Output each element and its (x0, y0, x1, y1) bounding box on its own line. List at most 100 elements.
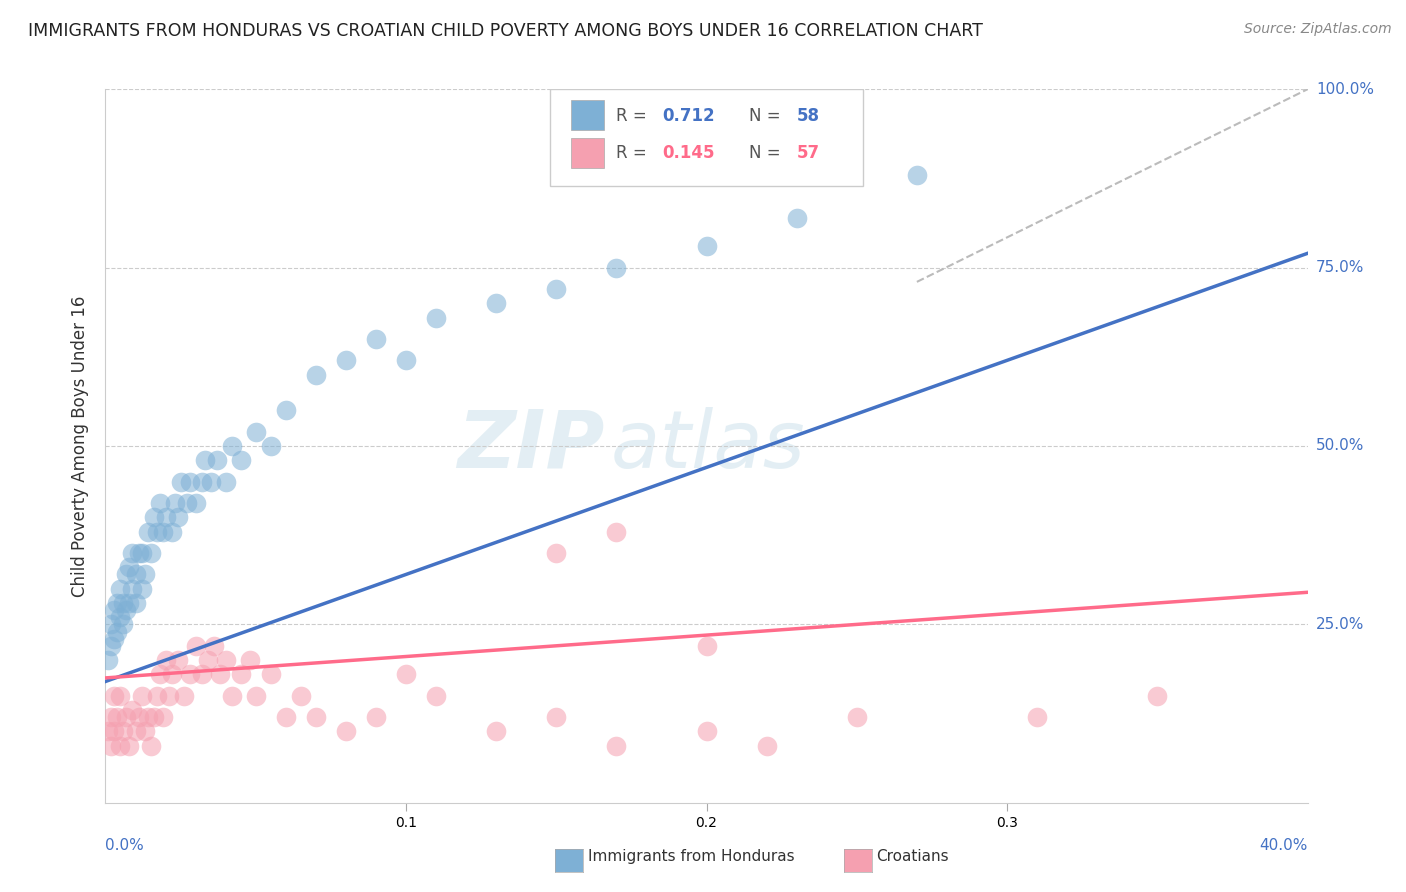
Point (145, 524, 167, 539)
Point (845, 710, 868, 724)
Point (166, 653, 188, 667)
Point (696, 724, 718, 739)
Text: 40.0%: 40.0% (1260, 838, 1308, 854)
Point (152, 524, 174, 539)
Point (605, 739, 627, 753)
Point (169, 475, 191, 489)
Text: 0.145: 0.145 (662, 145, 714, 162)
Text: ZIP: ZIP (457, 407, 605, 485)
Point (128, 546, 150, 560)
Point (229, 453, 252, 467)
Bar (571, 137, 605, 168)
Point (100, 710, 122, 724)
Text: Source: ZipAtlas.com: Source: ZipAtlas.com (1244, 22, 1392, 37)
Point (118, 596, 141, 610)
Point (124, 724, 146, 739)
Point (202, 639, 225, 653)
Text: 100.0%: 100.0% (1316, 82, 1374, 96)
Point (148, 667, 170, 681)
Point (107, 710, 129, 724)
Point (305, 710, 328, 724)
Point (1146, 689, 1168, 703)
Text: 25.0%: 25.0% (1316, 617, 1364, 632)
Point (335, 353, 357, 368)
Point (605, 524, 627, 539)
Point (134, 567, 156, 582)
Point (184, 496, 207, 510)
Point (190, 475, 212, 489)
Text: N =: N = (748, 145, 786, 162)
FancyBboxPatch shape (550, 89, 863, 186)
Point (110, 610, 132, 624)
Text: 75.0%: 75.0% (1316, 260, 1364, 275)
Point (221, 439, 243, 453)
Point (364, 710, 387, 724)
Point (755, 739, 778, 753)
Point (214, 475, 236, 489)
Point (696, 239, 718, 253)
Point (110, 582, 132, 596)
Point (107, 596, 129, 610)
Point (131, 582, 153, 596)
Point (179, 475, 201, 489)
Point (110, 739, 132, 753)
Point (118, 739, 141, 753)
Point (152, 710, 174, 724)
Point (107, 624, 129, 639)
Point (395, 667, 418, 681)
Text: Croatians: Croatians (876, 849, 949, 863)
Point (121, 582, 143, 596)
Text: N =: N = (748, 107, 786, 125)
Point (115, 567, 138, 582)
Point (176, 496, 198, 510)
Point (103, 632, 125, 646)
Point (155, 653, 177, 667)
Text: 0.0%: 0.0% (105, 838, 145, 854)
Point (124, 567, 146, 582)
Point (139, 546, 162, 560)
Text: IMMIGRANTS FROM HONDURAS VS CROATIAN CHILD POVERTY AMONG BOYS UNDER 16 CORRELATI: IMMIGRANTS FROM HONDURAS VS CROATIAN CHI… (28, 22, 983, 40)
Point (142, 710, 165, 724)
Point (103, 603, 125, 617)
Point (136, 524, 159, 539)
Point (131, 689, 153, 703)
Point (221, 689, 243, 703)
Point (166, 510, 188, 524)
Point (200, 475, 222, 489)
Point (205, 453, 228, 467)
Point (121, 703, 143, 717)
Point (786, 211, 808, 225)
Point (208, 667, 231, 681)
Bar (571, 100, 605, 130)
Point (605, 260, 627, 275)
Y-axis label: Child Poverty Among Boys Under 16: Child Poverty Among Boys Under 16 (72, 295, 90, 597)
Point (274, 403, 297, 417)
Point (115, 603, 138, 617)
Point (905, 168, 928, 182)
Point (131, 546, 153, 560)
Text: atlas: atlas (610, 407, 806, 485)
Point (112, 617, 135, 632)
Point (115, 710, 138, 724)
Point (245, 425, 267, 439)
Point (179, 667, 201, 681)
Text: 50.0%: 50.0% (1316, 439, 1364, 453)
Point (190, 667, 212, 681)
Point (546, 282, 568, 296)
Point (97, 653, 120, 667)
Point (395, 353, 418, 368)
Point (173, 689, 195, 703)
Text: 57: 57 (797, 145, 820, 162)
Point (260, 667, 283, 681)
Point (260, 439, 283, 453)
Point (194, 453, 217, 467)
Point (118, 560, 141, 574)
Point (305, 368, 328, 382)
Point (163, 496, 186, 510)
Point (290, 689, 312, 703)
Point (245, 689, 267, 703)
Point (546, 546, 568, 560)
Point (97, 724, 120, 739)
Point (160, 524, 183, 539)
Point (145, 689, 167, 703)
